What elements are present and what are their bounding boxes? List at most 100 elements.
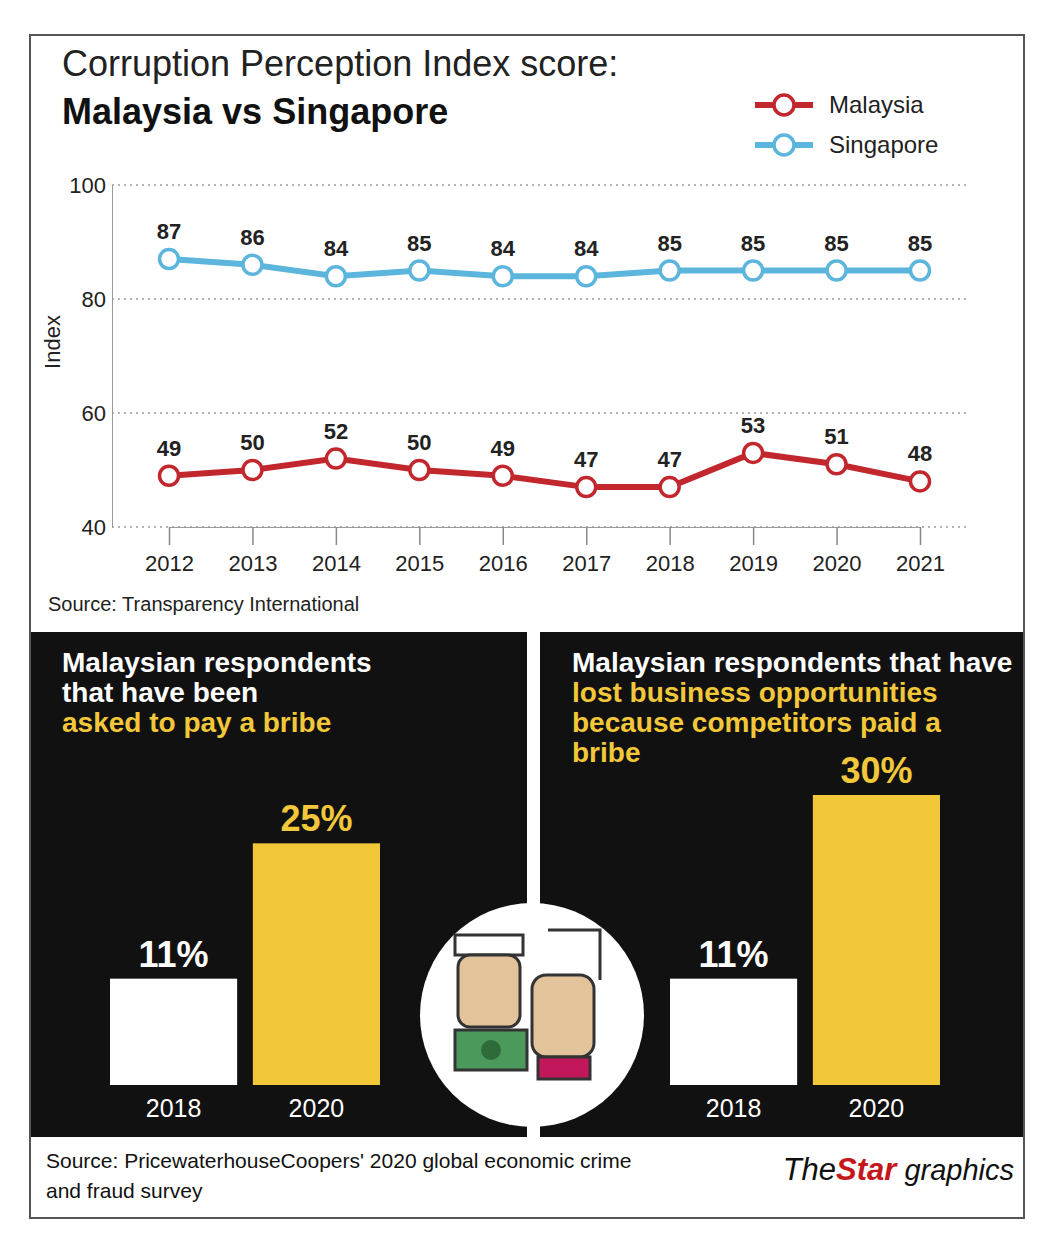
icon-cuff [455, 935, 523, 955]
y-tick-label: 100 [69, 173, 106, 198]
x-tick-mark [753, 527, 755, 545]
series-marker [660, 261, 679, 280]
icon-hand [532, 975, 594, 1057]
legend-marker [774, 135, 794, 155]
data-label: 47 [574, 447, 598, 472]
source: Source: Transparency International [48, 593, 359, 615]
legend-label: Singapore [829, 131, 938, 158]
series-marker [493, 466, 512, 485]
data-label: 49 [157, 436, 181, 461]
x-tick: 2015 [395, 527, 444, 576]
x-tick: 2016 [479, 527, 528, 576]
text-line: because competitors paid a [572, 707, 941, 738]
credit-part: Star [836, 1152, 898, 1187]
x-tick: 2018 [646, 527, 695, 576]
bar [670, 979, 797, 1085]
series-marker [326, 449, 345, 468]
y-axis-title: Index [40, 315, 65, 369]
legend-label: Malaysia [829, 91, 924, 118]
credit-part: The [783, 1152, 836, 1187]
x-axis-line [170, 527, 921, 528]
frame [30, 35, 1024, 1218]
x-tick-label: 2018 [646, 551, 695, 576]
panel-title: Malaysian respondents that have [572, 647, 1012, 678]
text-line: asked to pay a bribe [62, 707, 331, 738]
grid-line [112, 526, 970, 528]
grid-line [112, 184, 970, 186]
bar [813, 795, 940, 1085]
icon [420, 903, 644, 1127]
bar-labels: 11%201830%2020 [699, 750, 913, 1122]
bar-labels: 11% 2018 25% 2020 [139, 798, 353, 1122]
series-marker [827, 261, 846, 280]
x-tick-label: 2014 [312, 551, 361, 576]
series-marker [160, 250, 179, 269]
data-label: 85 [657, 231, 681, 256]
x-tick-label: 2012 [145, 551, 194, 576]
y-tick-label: 80 [82, 287, 106, 312]
data-label: 49 [491, 436, 515, 461]
y-tick-label: 60 [82, 401, 106, 426]
x-tick-mark [336, 527, 338, 545]
text-line: bribe [572, 737, 640, 768]
y-axis: 406080100 [69, 173, 112, 540]
background [0, 0, 1054, 1240]
x-tick-mark [419, 527, 421, 545]
series-marker [243, 461, 262, 480]
x-axis: 2012201320142015201620172018201920202021 [145, 527, 945, 576]
figure: Corruption Perception Index score: Malays… [0, 0, 1054, 1240]
x-tick: 2020 [813, 527, 862, 576]
text-line: Malaysian respondents [62, 647, 372, 678]
icon-cuff [538, 1057, 590, 1079]
data-label: 25% [280, 798, 352, 839]
grid-line [112, 298, 970, 300]
x-tick: 2014 [312, 527, 361, 576]
legend-marker [774, 95, 794, 115]
panel-subtitle: asked to pay a bribe [62, 707, 331, 738]
series-marker [410, 261, 429, 280]
x-tick-mark [169, 527, 171, 545]
x-tick-label: 2015 [395, 551, 444, 576]
x-tick: 2017 [562, 527, 611, 576]
source: Source: PricewaterhouseCoopers' 2020 glo… [46, 1149, 631, 1202]
chart-subtitle: Malaysia vs Singapore [62, 91, 448, 132]
x-tick: 2021 [896, 527, 945, 576]
data-label: 50 [240, 430, 264, 455]
data-label: 85 [908, 231, 932, 256]
x-tick-label: 2017 [562, 551, 611, 576]
data-label: 85 [741, 231, 765, 256]
bar [110, 979, 237, 1085]
data-label: 85 [824, 231, 848, 256]
x-tick-label: 2019 [729, 551, 778, 576]
data-label: 86 [240, 225, 264, 250]
chart-title: Corruption Perception Index score: [62, 43, 618, 84]
series-marker [577, 478, 596, 497]
data-label: 84 [574, 236, 599, 261]
x-tick-mark [836, 527, 838, 545]
series-marker [410, 461, 429, 480]
x-tick-mark [920, 527, 922, 545]
bar [253, 843, 380, 1085]
line-labels: 4950525049474753514887868485848485858585 [157, 219, 932, 472]
series-marker [326, 267, 345, 286]
x-tick-label: 2020 [849, 1094, 905, 1122]
x-tick: 2012 [145, 527, 194, 576]
y-tick: 80 [82, 287, 112, 312]
data-label: 11% [699, 934, 769, 975]
text-line: Malaysian respondents that have [572, 647, 1012, 678]
legend: Malaysia Singapore [755, 91, 938, 158]
data-label: 84 [491, 236, 516, 261]
data-label: 50 [407, 430, 431, 455]
x-tick-mark [586, 527, 588, 545]
data-label: 11% [139, 934, 209, 975]
x-tick-label: 2020 [289, 1094, 345, 1122]
text-line: Source: PricewaterhouseCoopers' 2020 glo… [46, 1149, 631, 1172]
icon-hand [458, 955, 520, 1027]
series-marker [827, 455, 846, 474]
x-tick-label: 2018 [146, 1094, 202, 1122]
data-label: 51 [824, 424, 848, 449]
data-label: 85 [407, 231, 431, 256]
grid [112, 185, 970, 527]
text-line: lost business opportunities [572, 677, 938, 708]
credit-part: graphics [904, 1154, 1014, 1186]
